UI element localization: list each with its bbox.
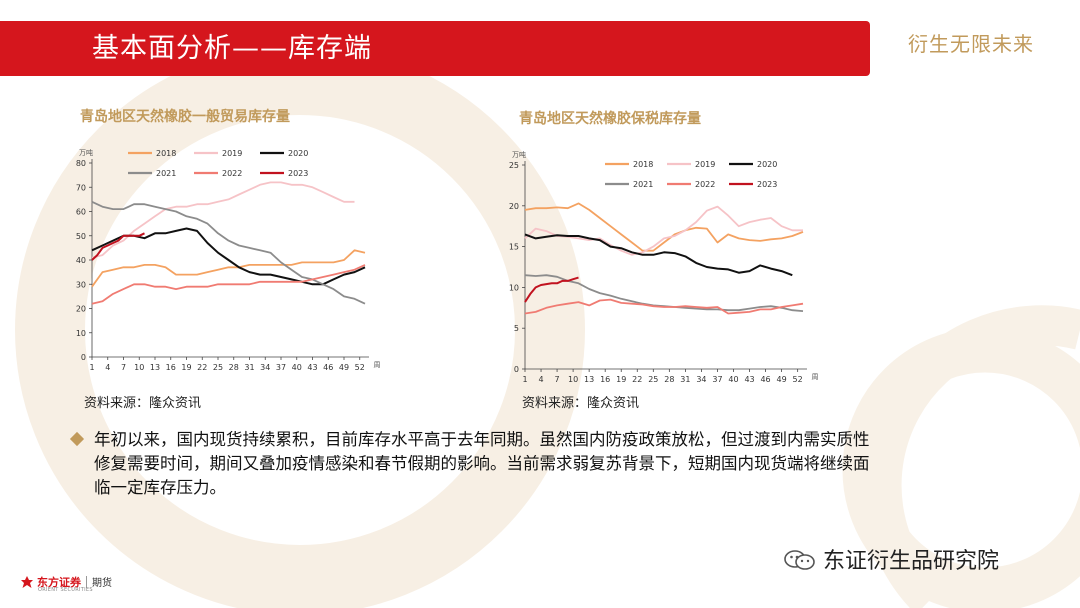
left-chart-series-2023 bbox=[91, 232, 145, 261]
right-chart-x-tick-label: 28 bbox=[664, 375, 674, 384]
right-chart-title: 青岛地区天然橡胶保税库存量 bbox=[519, 111, 701, 127]
left-chart-x-tick-label: 49 bbox=[339, 363, 349, 372]
left-chart-x-tick-label: 34 bbox=[260, 363, 270, 372]
left-chart: 0 10 20 30 40 50 60 70 80 1 4 7 10 13 16 19 22 25 28 31 34 37… bbox=[76, 148, 381, 372]
left-chart-x-tick-label: 19 bbox=[181, 363, 191, 372]
right-chart-series-2019 bbox=[524, 205, 803, 256]
right-chart-x-tick-label: 16 bbox=[600, 375, 610, 384]
title-bar: 基本面分析——库存端 bbox=[0, 21, 870, 76]
left-chart-y-tick-label: 10 bbox=[76, 329, 86, 338]
left-chart-title: 青岛地区天然橡胶一般贸易库存量 bbox=[80, 109, 290, 125]
logo-name: 东方证券 bbox=[37, 576, 81, 589]
left-chart-x-tick-label: 25 bbox=[213, 363, 223, 372]
right-chart-x-tick-label: 19 bbox=[616, 375, 626, 384]
left-chart-y-tick-label: 60 bbox=[76, 208, 86, 217]
right-chart-x-tick-label: 1 bbox=[522, 375, 527, 384]
right-chart-series-2018 bbox=[524, 202, 804, 252]
right-chart-y-tick-label: 5 bbox=[514, 324, 519, 333]
left-chart-series-2022 bbox=[91, 264, 366, 305]
orient-logo-icon bbox=[21, 576, 33, 588]
left-chart-legend-label-2019: 2019 bbox=[222, 149, 242, 158]
right-chart-y-unit: 万吨 bbox=[512, 150, 526, 159]
right-chart-x-tick-label: 10 bbox=[568, 375, 578, 384]
left-chart-x-tick-label: 22 bbox=[197, 363, 207, 372]
right-chart-legend-label-2021: 2021 bbox=[633, 180, 653, 189]
right-chart-series-2020 bbox=[524, 233, 793, 277]
right-chart-x-tick-label: 49 bbox=[777, 375, 787, 384]
left-chart-series-2018 bbox=[91, 249, 366, 288]
right-chart-x-tick-label: 13 bbox=[584, 375, 594, 384]
diamond-bullet-icon bbox=[69, 431, 85, 447]
right-chart-y-tick-label: 20 bbox=[509, 202, 519, 211]
left-chart-x-tick-label: 10 bbox=[134, 363, 144, 372]
watermark-text: 东证衍生品研究院 bbox=[823, 549, 1000, 574]
left-chart-y-tick-label: 20 bbox=[76, 305, 86, 314]
left-chart-y-tick-label: 40 bbox=[76, 256, 86, 265]
left-chart-legend-label-2021: 2021 bbox=[156, 169, 176, 178]
right-chart-x-tick-label: 25 bbox=[648, 375, 658, 384]
left-chart-x-tick-label: 46 bbox=[323, 363, 333, 372]
right-chart-y-tick-label: 0 bbox=[514, 365, 519, 374]
right-chart-x-tick-label: 34 bbox=[696, 375, 706, 384]
right-chart-series-2022 bbox=[524, 298, 804, 315]
right-chart-x-tick-label: 4 bbox=[538, 375, 543, 384]
logo-english: ORIENT SECURITIES bbox=[38, 587, 93, 593]
right-chart-y-tick-label: 25 bbox=[509, 161, 519, 170]
left-chart-y-tick-label: 80 bbox=[76, 159, 86, 168]
left-chart-y-tick-label: 50 bbox=[76, 232, 86, 241]
left-chart-x-tick-label: 52 bbox=[355, 363, 365, 372]
page-title: 基本面分析——库存端 bbox=[92, 33, 372, 64]
watermark: 东证衍生品研究院 bbox=[783, 543, 999, 575]
right-chart-x-tick-label: 46 bbox=[760, 375, 770, 384]
left-chart-legend-label-2018: 2018 bbox=[156, 149, 176, 158]
right-chart-legend-label-2022: 2022 bbox=[695, 180, 715, 189]
right-chart: 0 5 10 15 20 25 1 4 7 10 13 16 19 22 25 28 31 34 37 40 43 46 4… bbox=[509, 150, 819, 384]
right-chart-source: 资料来源：隆众资讯 bbox=[522, 396, 640, 411]
left-chart-y-unit: 万吨 bbox=[79, 148, 93, 157]
left-chart-legend-label-2020: 2020 bbox=[288, 149, 308, 158]
left-chart-x-tick-label: 16 bbox=[166, 363, 176, 372]
left-chart-source: 资料来源：隆众资讯 bbox=[84, 396, 202, 411]
right-chart-x-tick-label: 43 bbox=[744, 375, 754, 384]
right-chart-legend-label-2018: 2018 bbox=[633, 160, 653, 169]
right-chart-y-tick-label: 10 bbox=[509, 283, 519, 292]
left-chart-x-tick-label: 40 bbox=[292, 363, 302, 372]
left-chart-x-tick-label: 4 bbox=[105, 363, 110, 372]
bullet-point: 年初以来，国内现货持续累积，目前库存水平高于去年同期。虽然国内防疫政策放松，但过… bbox=[69, 428, 872, 500]
left-chart-y-tick-label: 0 bbox=[81, 353, 86, 362]
left-chart-x-tick-label: 31 bbox=[244, 363, 254, 372]
left-chart-x-tick-label: 7 bbox=[121, 363, 126, 372]
left-chart-x-tick-label: 43 bbox=[307, 363, 317, 372]
logo-sub: 期货 bbox=[92, 578, 112, 589]
left-chart-x-tick-label: 13 bbox=[150, 363, 160, 372]
right-chart-legend-label-2020: 2020 bbox=[757, 160, 777, 169]
tagline: 衍生无限未来 bbox=[908, 32, 1034, 56]
right-chart-x-tick-label: 37 bbox=[712, 375, 722, 384]
left-chart-series-2021 bbox=[91, 200, 366, 305]
right-chart-y-tick-label: 15 bbox=[509, 243, 519, 252]
right-chart-x-tick-label: 7 bbox=[555, 375, 560, 384]
footer-logo: 东方证券 期货 ORIENT SECURITIES bbox=[20, 574, 112, 593]
right-chart-x-tick-label: 40 bbox=[728, 375, 738, 384]
left-chart-y-tick-label: 30 bbox=[76, 280, 86, 289]
left-chart-x-tick-label: 37 bbox=[276, 363, 286, 372]
left-chart-x-tick-label: 28 bbox=[229, 363, 239, 372]
right-chart-x-tick-label: 31 bbox=[680, 375, 690, 384]
right-chart-legend-label-2023: 2023 bbox=[757, 180, 777, 189]
right-chart-legend-label-2019: 2019 bbox=[695, 160, 715, 169]
right-chart-series-2023 bbox=[524, 276, 579, 303]
left-chart-y-tick-label: 70 bbox=[76, 183, 86, 192]
wechat-icon bbox=[784, 550, 815, 570]
left-chart-x-unit: 周 bbox=[374, 361, 381, 369]
left-chart-legend-label-2023: 2023 bbox=[288, 169, 308, 178]
right-chart-x-tick-label: 52 bbox=[793, 375, 803, 384]
logo-divider bbox=[86, 576, 87, 588]
bullet-text: 年初以来，国内现货持续累积，目前库存水平高于去年同期。虽然国内防疫政策放松，但过… bbox=[94, 430, 870, 497]
right-chart-x-tick-label: 22 bbox=[632, 375, 642, 384]
left-chart-x-tick-label: 1 bbox=[89, 363, 94, 372]
right-chart-x-unit: 周 bbox=[812, 373, 819, 381]
left-chart-series-2019 bbox=[91, 181, 355, 259]
left-chart-legend-label-2022: 2022 bbox=[222, 169, 242, 178]
